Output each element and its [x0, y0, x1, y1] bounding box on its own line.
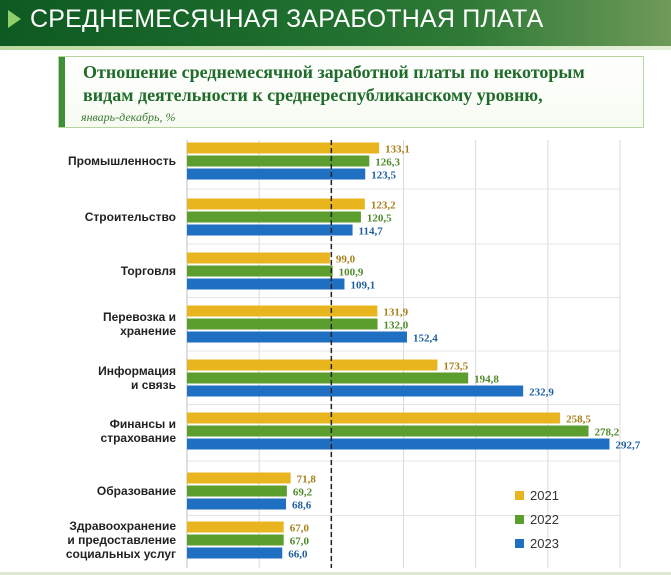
data-label-2023: 232,9	[529, 387, 554, 399]
data-label-2022: 194,8	[474, 374, 499, 386]
category-label: и предоставление	[67, 533, 176, 547]
data-label-2023: 66,0	[288, 549, 308, 561]
legend-swatch-2023	[515, 539, 524, 548]
data-label-2023: 109,1	[350, 280, 375, 292]
chart-subtitle-box: Отношение среднемесячной заработной плат…	[58, 56, 644, 128]
page-title: СРЕДНЕМЕСЯЧНАЯ ЗАРАБОТНАЯ ПЛАТА	[30, 5, 544, 33]
bar-2021	[187, 142, 380, 154]
subtitle-note: январь-декабрь, %	[81, 110, 176, 124]
data-label-2021: 67,0	[290, 523, 310, 535]
data-label-2022: 126,3	[375, 157, 400, 169]
bar-2022	[187, 265, 333, 277]
bar-2023	[187, 331, 407, 343]
data-label-2023: 152,4	[413, 333, 438, 345]
data-label-2023: 123,5	[371, 170, 396, 182]
bar-2021	[187, 521, 284, 533]
legend-label-2021: 2021	[530, 488, 559, 503]
bar-2022	[187, 485, 287, 497]
data-label-2021: 71,8	[297, 474, 317, 486]
data-label-2023: 292,7	[615, 440, 640, 452]
subtitle-line-2: видам деятельности к среднереспубликанск…	[83, 85, 543, 105]
bar-2022	[187, 425, 589, 437]
bar-2023	[187, 224, 353, 236]
category-label: и связь	[131, 378, 176, 392]
bar-2023	[187, 438, 610, 450]
category-label: Здравоохранение	[69, 519, 176, 533]
bar-2022	[187, 534, 284, 546]
data-label-2022: 67,0	[290, 536, 310, 548]
arrow-icon	[8, 10, 21, 28]
bar-2021	[187, 412, 561, 424]
bar-2022	[187, 372, 469, 384]
data-label-2022: 132,0	[384, 320, 409, 332]
data-label-2021: 123,2	[371, 200, 396, 212]
bar-2021	[187, 198, 365, 210]
data-label-2021: 258,5	[566, 414, 591, 426]
category-label: Перевозка и	[103, 310, 176, 324]
bar-2023	[187, 278, 345, 290]
header-banner: СРЕДНЕМЕСЯЧНАЯ ЗАРАБОТНАЯ ПЛАТА	[0, 0, 671, 50]
data-label-2021: 99,0	[336, 254, 356, 266]
data-label-2022: 278,2	[595, 427, 620, 439]
data-label-2021: 133,1	[385, 144, 410, 156]
data-label-2023: 114,7	[359, 226, 384, 238]
category-label: социальных услуг	[66, 547, 176, 561]
category-label: Образование	[97, 484, 176, 498]
bar-2021	[187, 359, 438, 371]
category-label: Строительство	[85, 210, 176, 224]
bar-2021	[187, 252, 330, 264]
bar-2023	[187, 168, 366, 180]
legend-label-2022: 2022	[530, 512, 559, 527]
bar-2022	[187, 318, 378, 330]
category-label: страхование	[101, 431, 177, 445]
category-label: Промышленность	[68, 154, 176, 168]
category-label: хранение	[120, 324, 176, 338]
bar-2022	[187, 211, 361, 223]
data-label-2022: 100,9	[339, 267, 364, 279]
bar-2021	[187, 472, 291, 484]
category-label: Торговля	[121, 264, 176, 278]
data-label-2021: 173,5	[443, 361, 468, 373]
category-label: Информация	[98, 364, 176, 378]
bar-2023	[187, 498, 287, 510]
data-label-2021: 131,9	[383, 307, 408, 319]
data-label-2023: 68,6	[292, 500, 312, 512]
bar-2023	[187, 547, 283, 559]
legend-label-2023: 2023	[530, 536, 559, 551]
category-label: Финансы и	[110, 417, 176, 431]
accent-bar	[59, 57, 65, 127]
legend-swatch-2022	[515, 515, 524, 524]
bar-2021	[187, 305, 378, 317]
footer-divider	[0, 572, 671, 575]
legend-swatch-2021	[515, 491, 524, 500]
data-label-2022: 120,5	[367, 213, 392, 225]
subtitle-line-1: Отношение среднемесячной заработной плат…	[83, 62, 585, 82]
bar-2022	[187, 155, 370, 167]
bar-2023	[187, 385, 524, 397]
data-label-2022: 69,2	[293, 487, 313, 499]
